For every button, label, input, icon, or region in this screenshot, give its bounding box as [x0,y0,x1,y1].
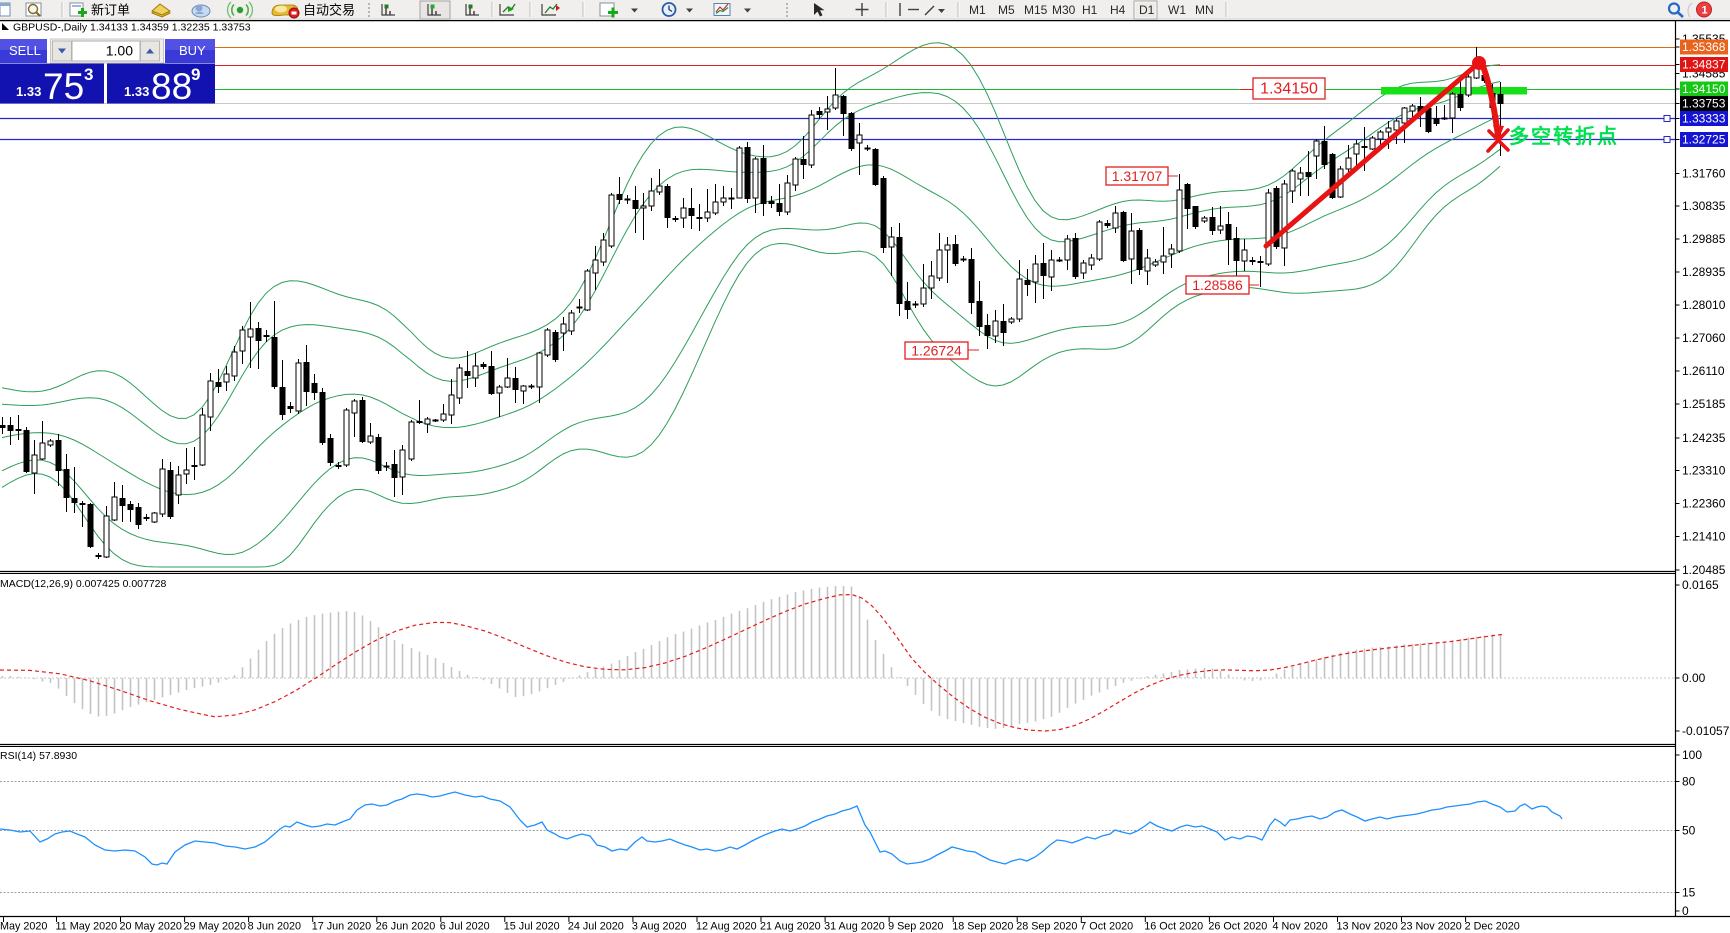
svg-text:1.31760: 1.31760 [1682,167,1726,181]
svg-text:H4: H4 [1110,3,1126,17]
svg-text:1.35368: 1.35368 [1682,40,1726,54]
svg-text:23 Nov 2020: 23 Nov 2020 [1401,921,1462,933]
svg-text:7 Oct 2020: 7 Oct 2020 [1080,921,1133,933]
svg-text:1.31707: 1.31707 [1112,168,1163,184]
svg-text:3 Aug 2020: 3 Aug 2020 [632,921,687,933]
svg-text:1.28010: 1.28010 [1682,298,1726,312]
svg-text:1.27060: 1.27060 [1682,331,1726,345]
svg-text:1.30835: 1.30835 [1682,199,1726,213]
svg-text:M30: M30 [1052,3,1076,17]
svg-text:16 Oct 2020: 16 Oct 2020 [1144,921,1203,933]
svg-text:1.23310: 1.23310 [1682,464,1726,478]
svg-text:17 Jun 2020: 17 Jun 2020 [312,921,371,933]
svg-text:May 2020: May 2020 [0,921,47,933]
svg-text:29 May 2020: 29 May 2020 [184,921,246,933]
svg-text:0.0165: 0.0165 [1682,578,1719,592]
svg-text:1.34837: 1.34837 [1682,58,1726,72]
svg-text:80: 80 [1682,775,1696,789]
svg-text:D1: D1 [1139,3,1155,17]
svg-text:0.00: 0.00 [1682,671,1706,685]
svg-text:1.34150: 1.34150 [1260,81,1318,98]
svg-text:4 Nov 2020: 4 Nov 2020 [1273,921,1328,933]
svg-text:26 Jun 2020: 26 Jun 2020 [376,921,435,933]
svg-text:1.28935: 1.28935 [1682,265,1726,279]
svg-text:1.22360: 1.22360 [1682,497,1726,511]
svg-text:1.33: 1.33 [124,84,149,99]
svg-text:75: 75 [43,66,84,107]
svg-text:28 Sep 2020: 28 Sep 2020 [1016,921,1077,933]
svg-text:GBPUSD-,Daily 1.34133 1.34359: GBPUSD-,Daily 1.34133 1.34359 1.32235 1.… [13,22,251,34]
svg-text:新订单: 新订单 [91,3,130,18]
svg-text:26 Oct 2020: 26 Oct 2020 [1208,921,1267,933]
svg-text:1.26724: 1.26724 [911,343,962,359]
svg-text:SELL: SELL [9,43,41,58]
svg-text:15: 15 [1682,886,1696,900]
svg-text:1.34150: 1.34150 [1682,82,1726,96]
svg-text:1: 1 [1702,5,1708,17]
svg-text:1.33753: 1.33753 [1682,97,1726,111]
svg-text:88: 88 [151,66,192,107]
svg-text:MN: MN [1195,3,1214,17]
svg-text:9: 9 [191,65,200,84]
svg-text:1.00: 1.00 [106,43,133,59]
svg-text:20 May 2020: 20 May 2020 [120,921,182,933]
svg-text:M5: M5 [998,3,1015,17]
svg-text:1.25185: 1.25185 [1682,397,1726,411]
svg-text:15 Jul 2020: 15 Jul 2020 [504,921,560,933]
svg-text:BUY: BUY [179,43,206,58]
svg-text:11 May 2020: 11 May 2020 [56,921,118,933]
svg-text:100: 100 [1682,748,1702,762]
svg-text:自动交易: 自动交易 [303,3,355,18]
svg-text:21 Aug 2020: 21 Aug 2020 [760,921,821,933]
svg-text:31 Aug 2020: 31 Aug 2020 [824,921,885,933]
svg-text:MACD(12,26,9) 0.007425 0.00772: MACD(12,26,9) 0.007425 0.007728 [0,578,167,590]
svg-text:M15: M15 [1024,3,1048,17]
svg-text:1.32725: 1.32725 [1682,133,1726,147]
svg-text:8 Jun 2020: 8 Jun 2020 [248,921,301,933]
svg-text:RSI(14) 57.8930: RSI(14) 57.8930 [0,750,77,762]
svg-text:W1: W1 [1168,3,1186,17]
svg-text:6 Jul 2020: 6 Jul 2020 [440,921,490,933]
svg-text:18 Sep 2020: 18 Sep 2020 [952,921,1013,933]
svg-text:0: 0 [1682,904,1689,918]
svg-text:1.21410: 1.21410 [1682,530,1726,544]
svg-text:1.28586: 1.28586 [1192,277,1243,293]
svg-text:H1: H1 [1082,3,1098,17]
svg-text:1.33: 1.33 [16,84,41,99]
svg-text:1.20485: 1.20485 [1682,563,1726,577]
svg-text:24 Jul 2020: 24 Jul 2020 [568,921,624,933]
svg-text:多空转折点: 多空转折点 [1509,124,1617,148]
svg-text:13 Nov 2020: 13 Nov 2020 [1337,921,1398,933]
svg-text:1.26110: 1.26110 [1682,364,1725,378]
svg-text:50: 50 [1682,824,1696,838]
svg-text:1.33333: 1.33333 [1682,112,1726,126]
svg-text:3: 3 [84,65,93,84]
svg-text:2 Dec 2020: 2 Dec 2020 [1465,921,1520,933]
svg-text:1.24235: 1.24235 [1682,431,1726,445]
svg-text:12 Aug 2020: 12 Aug 2020 [696,921,757,933]
svg-text:9 Sep 2020: 9 Sep 2020 [888,921,943,933]
svg-text:M1: M1 [969,3,986,17]
svg-text:1.29885: 1.29885 [1682,232,1726,246]
